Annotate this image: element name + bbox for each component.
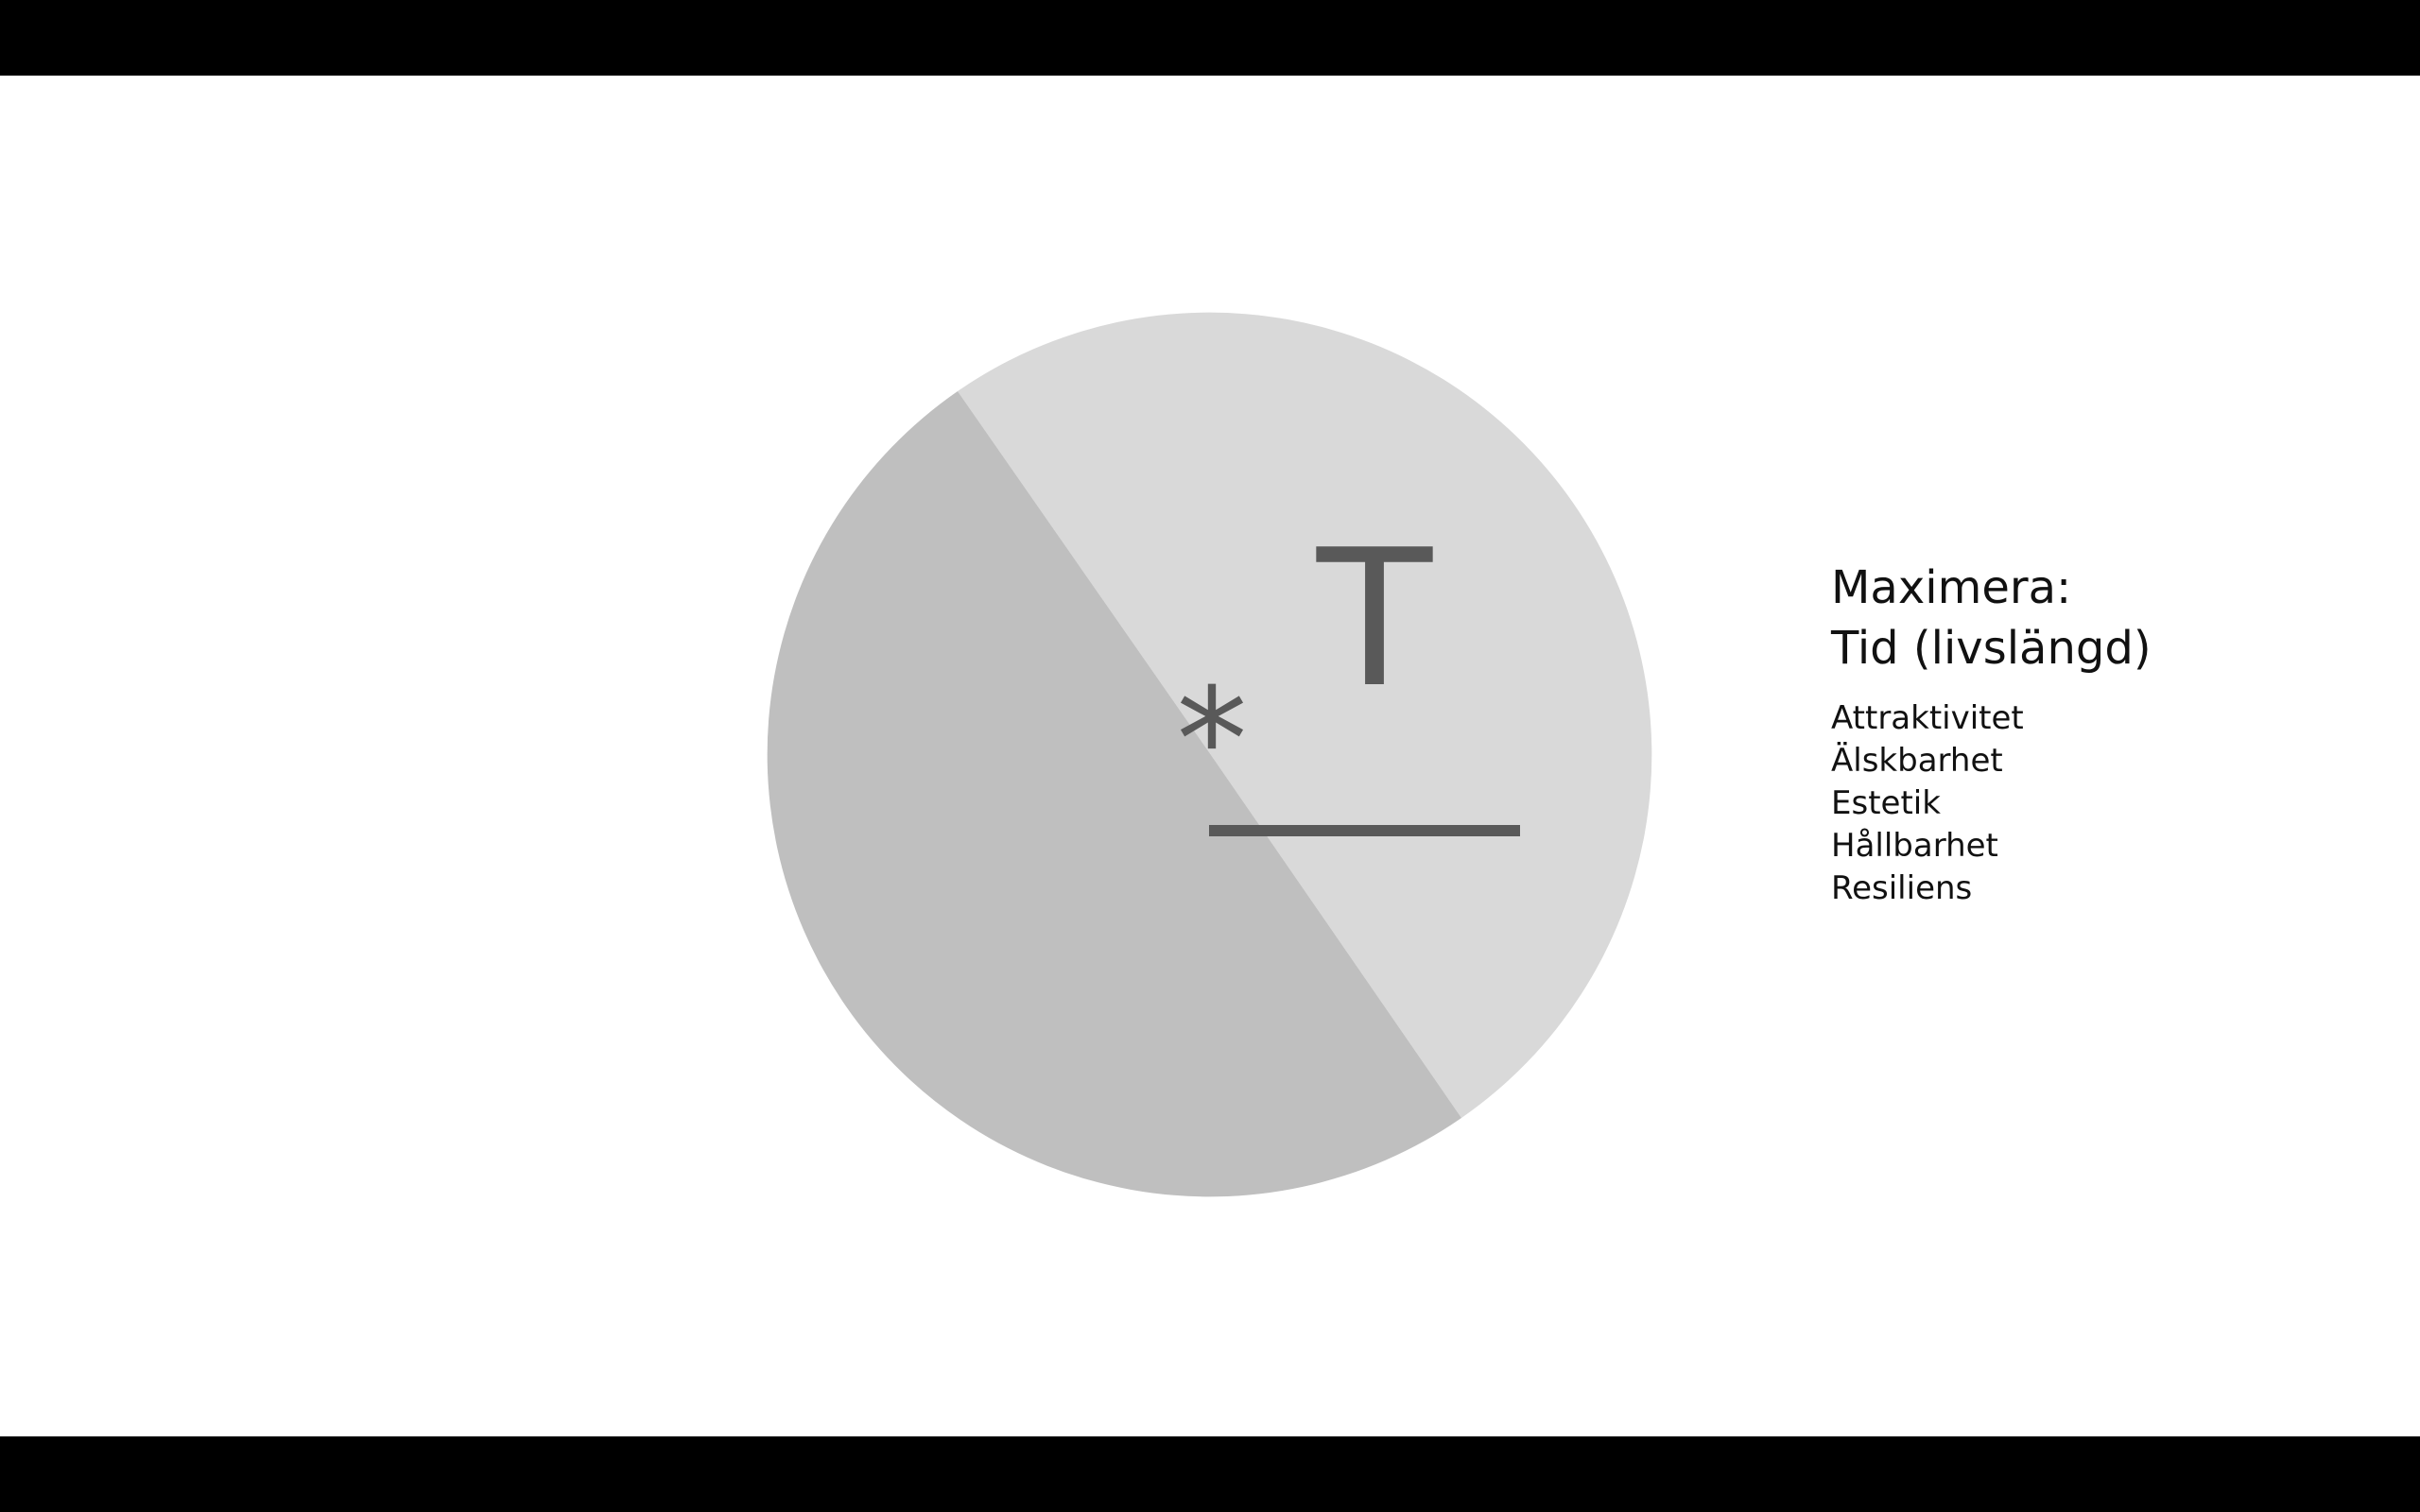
- letterbox-top: [0, 0, 2420, 76]
- list-item: Älskbarhet: [1831, 742, 2003, 780]
- formula-asterisk: *: [1177, 659, 1248, 823]
- pie-graphic: * T: [767, 312, 1652, 1197]
- pie-slice-light: [958, 312, 1652, 1118]
- heading-line-1: Maximera:: [1831, 561, 2072, 614]
- list-item: Hållbarhet: [1831, 827, 1998, 865]
- qualities-list: Attraktivitet Älskbarhet Estetik Hållbar…: [1831, 697, 2360, 910]
- list-item: Estetik: [1831, 784, 1941, 822]
- list-item: Resiliens: [1831, 869, 1973, 907]
- heading-line-2: Tid (livslängd): [1831, 622, 2152, 675]
- formula-fraction-bar: [1209, 825, 1520, 836]
- formula-numerator-t: T: [1316, 509, 1433, 730]
- list-item: Attraktivitet: [1831, 699, 2024, 737]
- letterbox-bottom: [0, 1436, 2420, 1512]
- maximize-text-block: Maximera: Tid (livslängd) Attraktivitet …: [1831, 558, 2360, 910]
- slide-canvas: * T Maximera: Tid (livslängd) Attraktivi…: [0, 76, 2420, 1436]
- pie-slice-dark: [767, 391, 1461, 1197]
